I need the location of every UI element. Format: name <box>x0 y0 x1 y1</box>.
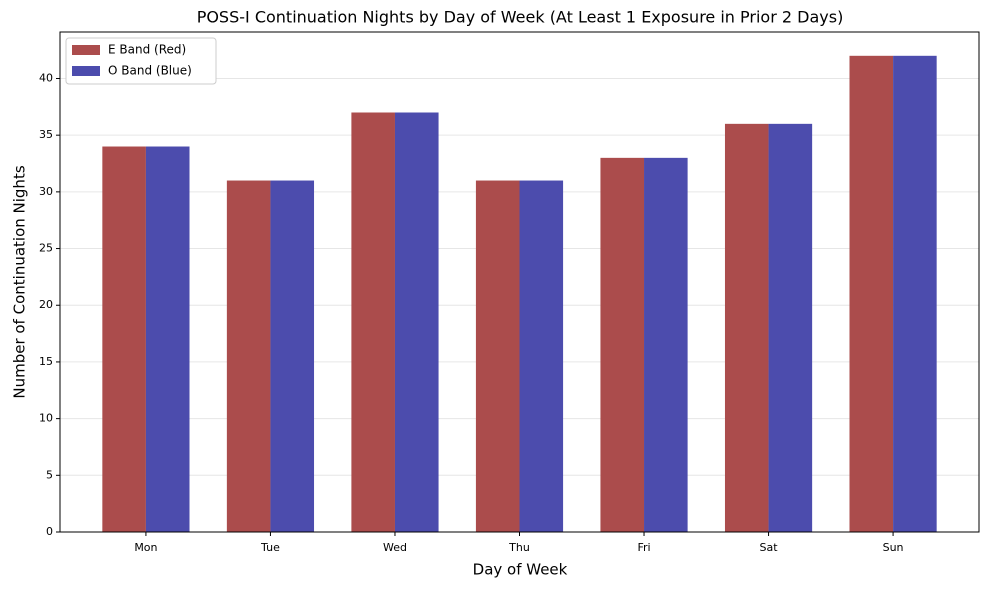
bar <box>270 180 315 533</box>
x-tick-label: Tue <box>260 541 280 554</box>
bar <box>849 55 894 533</box>
bar <box>226 180 271 533</box>
x-tick-label: Sat <box>760 541 779 554</box>
y-axis-label: Number of Continuation Nights <box>11 165 29 398</box>
y-tick-label: 0 <box>46 525 53 538</box>
legend-label: O Band (Blue) <box>108 64 192 78</box>
bar <box>394 112 439 532</box>
y-tick-label: 35 <box>39 128 53 141</box>
bar <box>351 112 395 532</box>
x-tick-label: Wed <box>383 541 407 554</box>
x-tick-label: Fri <box>637 541 650 554</box>
bar <box>724 123 769 532</box>
bar <box>768 123 813 532</box>
y-tick-label: 20 <box>39 298 53 311</box>
legend-frame <box>65 37 217 85</box>
legend: E Band (Red) O Band (Blue) <box>65 37 217 85</box>
y-tick-label: 10 <box>39 412 53 425</box>
y-tick-label: 30 <box>39 185 53 198</box>
legend-label: E Band (Red) <box>108 43 186 57</box>
x-tick-label: Mon <box>134 541 157 554</box>
legend-swatch <box>72 45 100 55</box>
x-tick-label: Sun <box>883 541 904 554</box>
bar <box>893 55 937 533</box>
x-tick-label: Thu <box>508 541 530 554</box>
bar <box>600 157 645 532</box>
chart-title: POSS-I Continuation Nights by Day of Wee… <box>197 8 844 27</box>
bar <box>145 146 190 533</box>
x-axis-label: Day of Week <box>473 561 568 579</box>
bar <box>644 157 688 532</box>
y-tick-label: 15 <box>39 355 53 368</box>
bar <box>475 180 520 533</box>
y-tick-label: 40 <box>39 71 53 84</box>
bar <box>519 180 564 533</box>
y-tick-label: 5 <box>46 468 53 481</box>
plot-frame <box>59 31 980 533</box>
bar <box>102 146 146 533</box>
y-tick-label: 25 <box>39 242 53 255</box>
legend-swatch <box>72 66 100 76</box>
